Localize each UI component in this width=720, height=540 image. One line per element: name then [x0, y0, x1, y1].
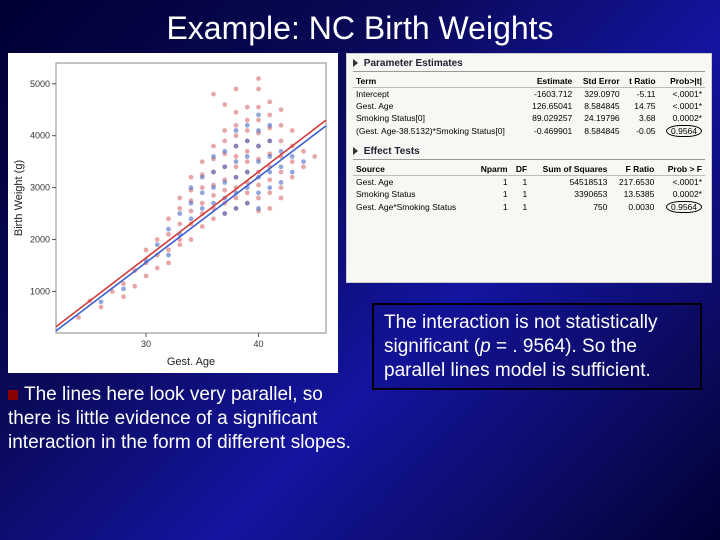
table-header: Estimate: [524, 75, 575, 88]
table-cell: 14.75: [623, 100, 659, 112]
table-cell: 0.9564: [657, 200, 705, 214]
svg-text:3000: 3000: [30, 183, 50, 193]
svg-text:Birth Weight (g): Birth Weight (g): [13, 160, 25, 236]
param-title-text: Parameter Estimates: [364, 58, 463, 69]
table-cell: 1: [473, 176, 510, 189]
table-cell: 24.19796: [575, 112, 622, 124]
table-cell: 13.5385: [610, 188, 657, 200]
table-row: Smoking Status[0]89.02925724.197963.680.…: [353, 112, 705, 124]
table-cell: 89.029257: [524, 112, 575, 124]
table-header: Source: [353, 163, 473, 176]
table-cell: -5.11: [623, 88, 659, 101]
table-cell: -0.05: [623, 124, 659, 138]
table-cell: Smoking Status[0]: [353, 112, 524, 124]
table-header: Std Error: [575, 75, 622, 88]
table-cell: 126.65041: [524, 100, 575, 112]
table-header: Sum of Squares: [530, 163, 610, 176]
table-header: DF: [511, 163, 531, 176]
table-cell: Gest. Age: [353, 100, 524, 112]
table-cell: 8.584845: [575, 124, 622, 138]
table-cell: 1: [473, 200, 510, 214]
effect-tests-title: Effect Tests: [353, 146, 705, 160]
stats-panel: Parameter Estimates TermEstimateStd Erro…: [346, 53, 712, 283]
table-cell: 1: [473, 188, 510, 200]
table-cell: <.0001*: [657, 176, 705, 189]
caption-right-p: p: [480, 336, 491, 357]
table-cell: 8.584845: [575, 100, 622, 112]
table-cell: 0.0030: [610, 200, 657, 214]
table-row: Gest. Age126.650418.58484514.75<.0001*: [353, 100, 705, 112]
table-cell: 1: [511, 176, 531, 189]
table-cell: Intercept: [353, 88, 524, 101]
disclosure-triangle-icon: [353, 147, 358, 155]
svg-text:4000: 4000: [30, 131, 50, 141]
table-cell: 750: [530, 200, 610, 214]
disclosure-triangle-icon: [353, 59, 358, 67]
table-cell: Gest. Age: [353, 176, 473, 189]
table-cell: <.0001*: [659, 100, 705, 112]
svg-text:40: 40: [253, 339, 263, 349]
table-row: Gest. Age*Smoking Status117500.00300.956…: [353, 200, 705, 214]
table-row: (Gest. Age-38.5132)*Smoking Status[0]-0.…: [353, 124, 705, 138]
svg-text:5000: 5000: [30, 79, 50, 89]
table-cell: (Gest. Age-38.5132)*Smoking Status[0]: [353, 124, 524, 138]
table-cell: 3390653: [530, 188, 610, 200]
svg-text:2000: 2000: [30, 235, 50, 245]
caption-left-text: The lines here look very parallel, so th…: [8, 384, 351, 453]
effect-tests-table: SourceNparmDFSum of SquaresF RatioProb >…: [353, 163, 705, 214]
table-row: Smoking Status11339065313.53850.0002*: [353, 188, 705, 200]
table-header: Prob>|t|: [659, 75, 705, 88]
table-cell: 329.0970: [575, 88, 622, 101]
table-cell: Smoking Status: [353, 188, 473, 200]
table-cell: 0.0002*: [659, 112, 705, 124]
effect-title-text: Effect Tests: [364, 146, 420, 157]
table-row: Gest. Age1154518513217.6530<.0001*: [353, 176, 705, 189]
table-row: Intercept-1603.712329.0970-5.11<.0001*: [353, 88, 705, 101]
scatter-chart: 1000 2000 3000 4000 5000 30 40 Gest. Age Birth W…: [8, 53, 338, 373]
chart-svg: 1000 2000 3000 4000 5000 30 40 Gest. Age Birth W…: [8, 53, 338, 373]
table-cell: 1: [511, 188, 531, 200]
svg-text:Gest. Age: Gest. Age: [167, 356, 215, 368]
table-cell: 0.9564: [659, 124, 705, 138]
table-header: Nparm: [473, 163, 510, 176]
table-cell: 1: [511, 200, 531, 214]
caption-right: The interaction is not statistically sig…: [372, 303, 702, 390]
bullet-icon: [8, 390, 18, 400]
table-cell: -1603.712: [524, 88, 575, 101]
param-estimates-title: Parameter Estimates: [353, 58, 705, 72]
table-cell: 3.68: [623, 112, 659, 124]
table-cell: 0.0002*: [657, 188, 705, 200]
table-cell: -0.469901: [524, 124, 575, 138]
svg-text:1000: 1000: [30, 286, 50, 296]
table-cell: Gest. Age*Smoking Status: [353, 200, 473, 214]
table-header: t Ratio: [623, 75, 659, 88]
table-cell: 54518513: [530, 176, 610, 189]
table-cell: <.0001*: [659, 88, 705, 101]
param-estimates-table: TermEstimateStd Errort RatioProb>|t|Inte…: [353, 75, 705, 138]
table-header: F Ratio: [610, 163, 657, 176]
table-cell: 217.6530: [610, 176, 657, 189]
content-area: 1000 2000 3000 4000 5000 30 40 Gest. Age Birth W…: [0, 53, 720, 533]
slide-title: Example: NC Birth Weights: [0, 0, 720, 53]
caption-left: The lines here look very parallel, so th…: [8, 383, 353, 454]
table-header: Term: [353, 75, 524, 88]
table-header: Prob > F: [657, 163, 705, 176]
svg-text:30: 30: [141, 339, 151, 349]
